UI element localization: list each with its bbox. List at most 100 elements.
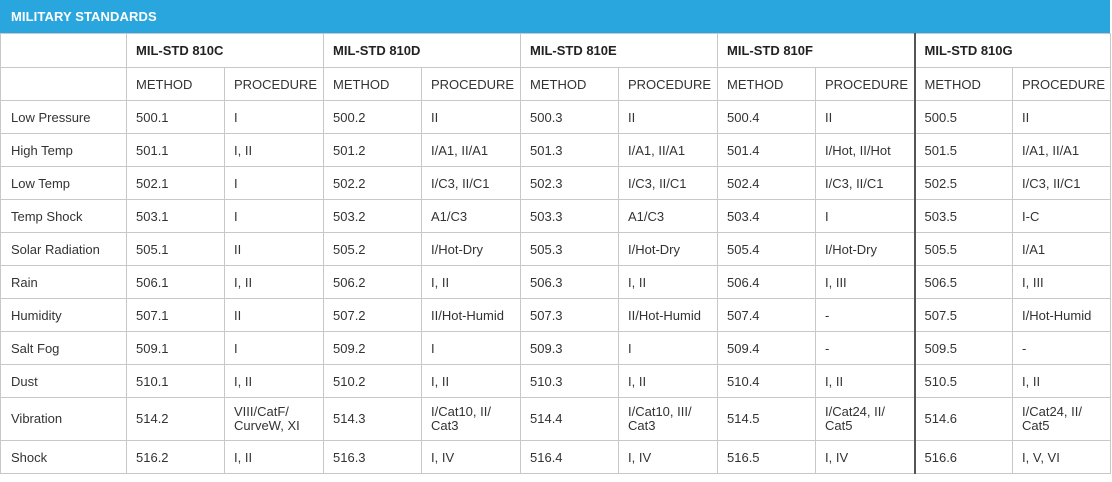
- table-row: Solar Radiation 505.1 II 505.2 I/Hot-Dry 505.…: [0, 232, 1111, 266]
- method-cell: 506.4: [717, 265, 816, 299]
- procedure-subheader: PROCEDURE: [421, 67, 521, 101]
- procedure-cell: II/Hot-Humid: [618, 298, 718, 332]
- procedure-cell: I, II: [224, 440, 324, 474]
- test-label: Temp Shock: [0, 199, 127, 233]
- table-row: Shock 516.2 I, II 516.3 I, IV 516.4 I, IV 516.5…: [0, 440, 1111, 474]
- method-cell: 516.2: [126, 440, 225, 474]
- method-cell: 509.5: [913, 331, 1013, 365]
- procedure-cell: I, IV: [421, 440, 521, 474]
- method-cell: 500.5: [913, 100, 1013, 134]
- procedure-cell: II: [224, 232, 324, 266]
- method-cell: 500.1: [126, 100, 225, 134]
- procedure-cell: I/Hot-Dry: [618, 232, 718, 266]
- method-cell: 500.4: [717, 100, 816, 134]
- procedure-cell: I, III: [1012, 265, 1111, 299]
- method-cell: 516.5: [717, 440, 816, 474]
- method-cell: 501.1: [126, 133, 225, 167]
- procedure-cell: II: [421, 100, 521, 134]
- procedure-cell: I/C3, II/C1: [421, 166, 521, 200]
- method-cell: 516.6: [913, 440, 1013, 474]
- test-label: Rain: [0, 265, 127, 299]
- standard-header: MIL-STD 810D: [323, 33, 521, 68]
- method-subheader: METHOD: [717, 67, 816, 101]
- method-cell: 506.1: [126, 265, 225, 299]
- method-cell: 514.2: [126, 397, 225, 441]
- procedure-cell: I: [815, 199, 915, 233]
- procedure-cell: I, II: [224, 133, 324, 167]
- procedure-cell: I/Hot-Dry: [421, 232, 521, 266]
- test-label: Salt Fog: [0, 331, 127, 365]
- method-cell: 507.4: [717, 298, 816, 332]
- table-row: Dust 510.1 I, II 510.2 I, II 510.3 I, II 510.4 I…: [0, 364, 1111, 398]
- procedure-cell: I, II: [618, 364, 718, 398]
- method-cell: 502.2: [323, 166, 422, 200]
- procedure-cell: II: [815, 100, 915, 134]
- procedure-subheader: PROCEDURE: [224, 67, 324, 101]
- subheader-row: METHOD PROCEDURE METHOD PROCEDURE METHOD PROC…: [0, 67, 1111, 101]
- method-cell: 509.3: [520, 331, 619, 365]
- procedure-cell: I/Hot-Dry: [815, 232, 915, 266]
- method-cell: 506.2: [323, 265, 422, 299]
- method-cell: 514.6: [913, 397, 1013, 441]
- test-label: High Temp: [0, 133, 127, 167]
- method-cell: 500.3: [520, 100, 619, 134]
- standard-header: MIL-STD 810C: [126, 33, 324, 68]
- test-label: Low Temp: [0, 166, 127, 200]
- procedure-cell: I, II: [1012, 364, 1111, 398]
- method-cell: 507.2: [323, 298, 422, 332]
- procedure-cell: -: [815, 298, 915, 332]
- procedure-cell: I, II: [815, 364, 915, 398]
- table-row: Vibration 514.2 VIII/CatF/ CurveW, XI 514.3…: [0, 397, 1111, 441]
- method-cell: 502.3: [520, 166, 619, 200]
- subheader-corner-cell: [0, 67, 127, 101]
- method-cell: 505.2: [323, 232, 422, 266]
- procedure-cell: I, V, VI: [1012, 440, 1111, 474]
- method-cell: 510.5: [913, 364, 1013, 398]
- method-cell: 502.1: [126, 166, 225, 200]
- procedure-subheader: PROCEDURE: [1012, 67, 1111, 101]
- procedure-cell: I: [618, 331, 718, 365]
- test-label: Low Pressure: [0, 100, 127, 134]
- table-row: Low Pressure 500.1 I 500.2 II 500.3 II 500.4 II 5…: [0, 100, 1111, 134]
- test-label: Dust: [0, 364, 127, 398]
- procedure-cell: I, III: [815, 265, 915, 299]
- method-cell: 503.5: [913, 199, 1013, 233]
- procedure-cell: I, II: [421, 364, 521, 398]
- procedure-cell: I/Cat10, II/ Cat3: [421, 397, 521, 441]
- method-cell: 506.3: [520, 265, 619, 299]
- method-cell: 502.5: [913, 166, 1013, 200]
- procedure-cell: I/Cat24, II/ Cat5: [1012, 397, 1111, 441]
- method-cell: 507.5: [913, 298, 1013, 332]
- method-cell: 514.5: [717, 397, 816, 441]
- header-corner-cell: [0, 33, 127, 68]
- test-label: Humidity: [0, 298, 127, 332]
- method-cell: 509.2: [323, 331, 422, 365]
- procedure-cell: I/Cat24, II/ Cat5: [815, 397, 915, 441]
- procedure-cell: I/Hot, II/Hot: [815, 133, 915, 167]
- method-cell: 505.3: [520, 232, 619, 266]
- procedure-cell: I: [224, 166, 324, 200]
- table-row: Low Temp 502.1 I 502.2 I/C3, II/C1 502.3 I/C3,…: [0, 166, 1111, 200]
- method-cell: 510.4: [717, 364, 816, 398]
- procedure-cell: I: [224, 199, 324, 233]
- procedure-cell: I: [224, 331, 324, 365]
- table-title: MILITARY STANDARDS: [0, 0, 1110, 33]
- method-cell: 514.3: [323, 397, 422, 441]
- procedure-cell: I/A1, II/A1: [618, 133, 718, 167]
- procedure-cell: A1/C3: [618, 199, 718, 233]
- procedure-cell: I/Hot-Humid: [1012, 298, 1111, 332]
- method-cell: 503.4: [717, 199, 816, 233]
- test-label: Shock: [0, 440, 127, 474]
- procedure-cell: I/Cat10, III/ Cat3: [618, 397, 718, 441]
- procedure-cell: II: [1012, 100, 1111, 134]
- method-cell: 507.3: [520, 298, 619, 332]
- method-cell: 505.5: [913, 232, 1013, 266]
- method-subheader: METHOD: [913, 67, 1013, 101]
- procedure-cell: I, II: [618, 265, 718, 299]
- method-cell: 501.3: [520, 133, 619, 167]
- procedure-cell: II: [224, 298, 324, 332]
- method-cell: 509.4: [717, 331, 816, 365]
- standard-header: MIL-STD 810F: [717, 33, 915, 68]
- method-cell: 503.1: [126, 199, 225, 233]
